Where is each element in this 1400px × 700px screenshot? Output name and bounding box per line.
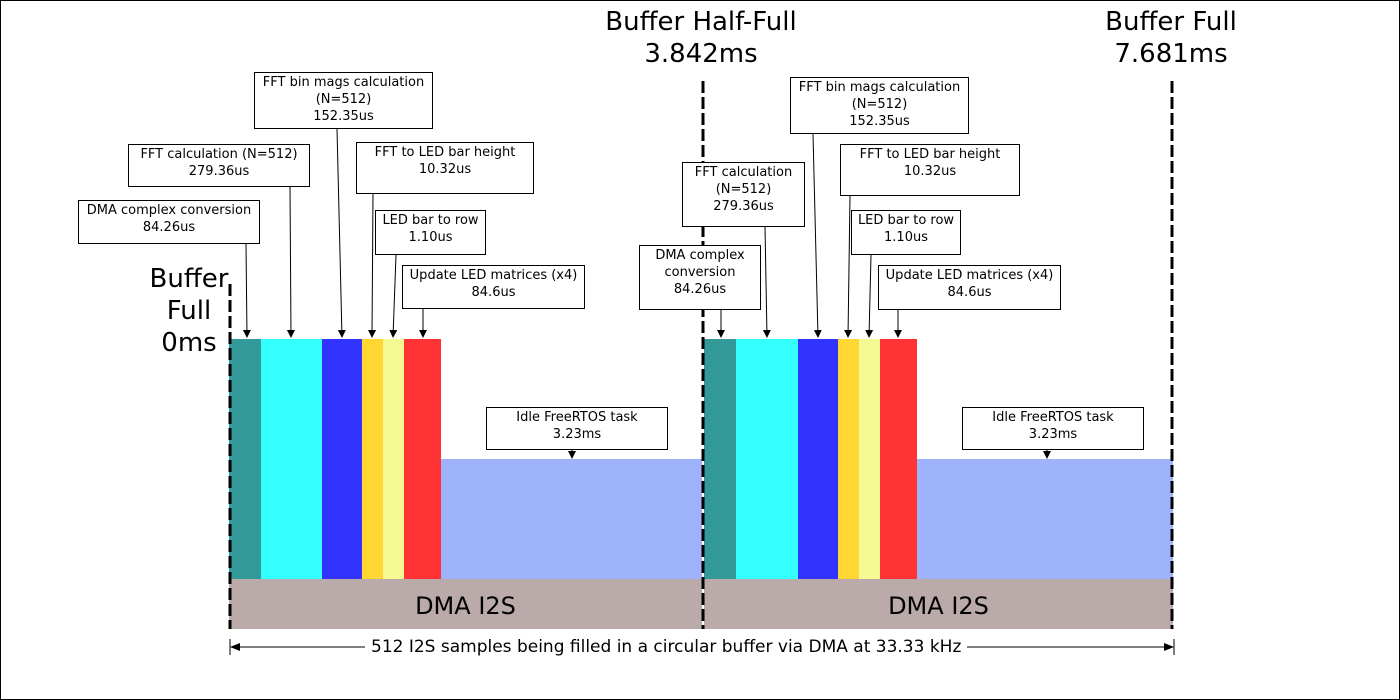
arrow xyxy=(286,186,295,338)
label-fft-calculation: FFT calculation (N=512) 279.36us xyxy=(682,162,805,227)
dma-i2s-label: DMA I2S xyxy=(888,592,989,620)
label-fft-bin-mags: FFT bin mags calculation (N=512) 152.35us xyxy=(254,72,433,129)
label-fft-to-led: FFT to LED bar height 10.32us xyxy=(356,142,534,194)
label-update-led: Update LED matrices (x4) 84.6us xyxy=(878,265,1061,310)
block-fft-to-led xyxy=(838,339,859,579)
buffer-start-heading: Buffer Full 0ms xyxy=(149,264,229,358)
block-idle-task xyxy=(441,459,702,579)
label-idle-task: Idle FreeRTOS task 3.23ms xyxy=(962,407,1144,450)
block-dma-i2s xyxy=(229,579,702,629)
block-dma-complex-conversion xyxy=(229,339,261,579)
block-dma-complex-conversion xyxy=(704,339,736,579)
label-fft-bin-mags: FFT bin mags calculation (N=512) 152.35us xyxy=(790,77,969,134)
buffer-full-heading: Buffer Full 7.681ms xyxy=(1105,7,1237,69)
buffer-half-heading: Buffer Half-Full 3.842ms xyxy=(605,7,797,69)
buffer-span-caption: 512 I2S samples being filled in a circul… xyxy=(365,637,968,657)
block-update-led xyxy=(404,339,441,579)
arrow xyxy=(389,254,398,338)
arrow xyxy=(242,243,251,338)
block-led-bar-to-row xyxy=(383,339,404,579)
label-dma-complex-conversion: DMA complex conversion 84.26us xyxy=(639,245,761,310)
arrow xyxy=(812,133,822,338)
arrow xyxy=(368,193,377,338)
block-fft-bin-mags xyxy=(798,339,838,579)
block-fft-bin-mags xyxy=(322,339,362,579)
dma-i2s-label: DMA I2S xyxy=(415,592,516,620)
label-update-led: Update LED matrices (x4) 84.6us xyxy=(402,265,585,309)
block-dma-i2s xyxy=(704,579,1173,629)
block-fft-to-led xyxy=(362,339,383,579)
label-fft-to-led: FFT to LED bar height 10.32us xyxy=(840,144,1020,196)
arrow xyxy=(336,128,346,338)
label-fft-calculation: FFT calculation (N=512) 279.36us xyxy=(128,144,310,187)
arrow xyxy=(762,226,771,338)
block-idle-task xyxy=(917,459,1173,579)
block-update-led xyxy=(880,339,917,579)
arrow xyxy=(865,254,874,338)
label-idle-task: Idle FreeRTOS task 3.23ms xyxy=(486,407,668,450)
label-dma-complex-conversion: DMA complex conversion 84.26us xyxy=(78,200,260,244)
label-led-bar-to-row: LED bar to row 1.10us xyxy=(375,210,486,255)
block-led-bar-to-row xyxy=(859,339,880,579)
block-fft-calculation xyxy=(261,339,322,579)
arrow xyxy=(844,195,853,338)
label-led-bar-to-row: LED bar to row 1.10us xyxy=(851,210,961,255)
block-fft-calculation xyxy=(736,339,798,579)
